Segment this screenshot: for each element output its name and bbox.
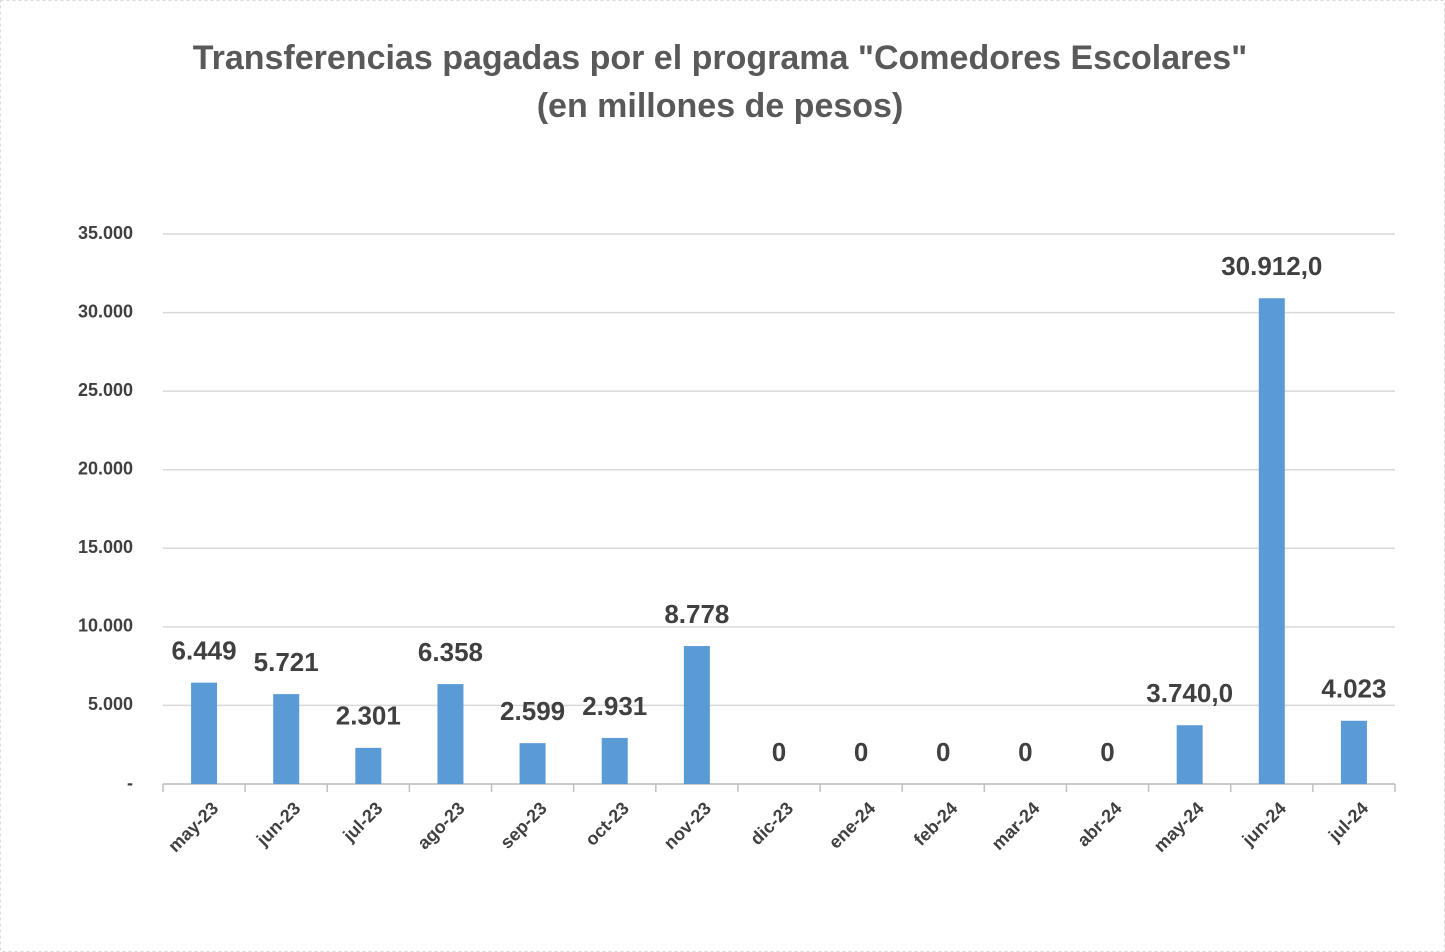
value-label: 0 — [854, 737, 868, 767]
bar — [1258, 298, 1285, 784]
x-tick-label: jun-23 — [252, 798, 304, 850]
x-tick-label: abr-24 — [1073, 798, 1125, 850]
y-tick-label: 35.000 — [78, 223, 133, 243]
y-tick-label: 5.000 — [88, 694, 133, 714]
x-tick-label: may-23 — [164, 798, 222, 856]
y-tick-label: - — [127, 773, 133, 793]
value-label: 0 — [1100, 737, 1114, 767]
bar — [683, 646, 710, 784]
value-label: 6.449 — [172, 636, 237, 666]
x-tick-label: nov-23 — [660, 798, 715, 853]
value-label: 5.721 — [254, 647, 319, 677]
y-tick-label: 20.000 — [78, 458, 133, 478]
bar — [437, 684, 464, 784]
value-label: 4.023 — [1321, 674, 1386, 704]
bar — [601, 737, 628, 784]
y-tick-label: 15.000 — [78, 537, 133, 557]
x-tick-label: oct-23 — [581, 798, 633, 850]
x-tick-label: jun-24 — [1238, 798, 1290, 850]
x-tick-label: sep-23 — [496, 798, 550, 852]
x-tick-label: ene-24 — [825, 798, 879, 852]
bar — [1176, 725, 1203, 784]
y-tick-label: 10.000 — [78, 616, 133, 636]
x-tick-label: jul-23 — [338, 798, 386, 846]
chart-title: Transferencias pagadas por el programa "… — [193, 39, 1248, 77]
x-tick-label: ago-23 — [413, 798, 468, 853]
value-label: 0 — [1018, 737, 1032, 767]
x-tick-label: mar-24 — [988, 798, 1044, 854]
value-label: 6.358 — [418, 637, 483, 667]
bar — [191, 682, 218, 784]
value-label: 2.301 — [336, 701, 401, 731]
y-tick-label: 30.000 — [78, 301, 133, 321]
x-tick-label: may-24 — [1150, 798, 1208, 856]
value-label: 30.912,0 — [1221, 251, 1322, 281]
value-label: 3.740,0 — [1146, 678, 1233, 708]
bar — [519, 743, 546, 784]
y-tick-label: 25.000 — [78, 380, 133, 400]
bar — [1340, 720, 1367, 784]
value-label: 2.931 — [582, 691, 647, 721]
x-tick-label: feb-24 — [910, 798, 962, 850]
chart-subtitle: (en millones de pesos) — [537, 87, 904, 125]
bar — [273, 694, 300, 784]
value-label: 2.599 — [500, 696, 565, 726]
bar — [355, 747, 382, 784]
x-tick-label: dic-23 — [746, 798, 797, 849]
value-label: 8.778 — [664, 599, 729, 629]
x-tick-label: jul-24 — [1324, 798, 1372, 846]
value-label: 0 — [772, 737, 786, 767]
value-label: 0 — [936, 737, 950, 767]
